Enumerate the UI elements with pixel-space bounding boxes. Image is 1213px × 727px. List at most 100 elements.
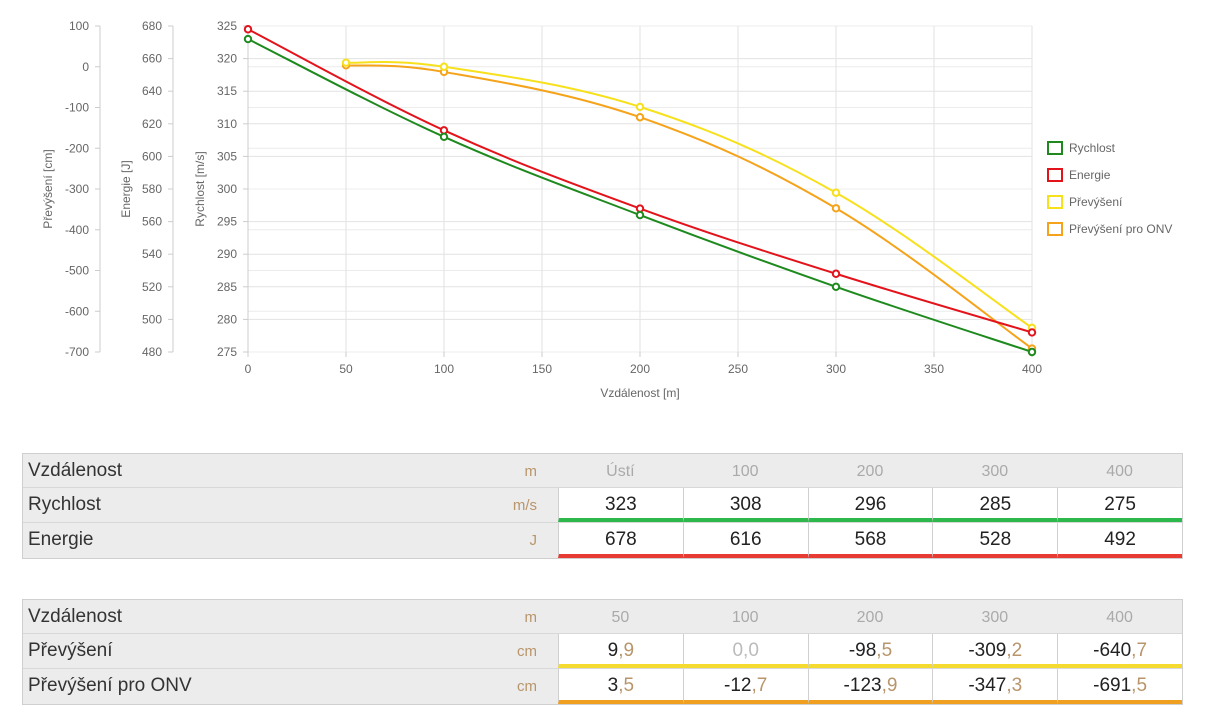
data-point-energie (831, 269, 841, 278)
header-cell: Ústí (606, 463, 635, 480)
header-cell: 200 (856, 463, 884, 480)
chart-legend: Rychlost Energie Převýšení Převýšení pro ON… (1047, 141, 1172, 236)
y-tick-label: 520 (142, 280, 162, 294)
table-cell: 296 (807, 488, 933, 522)
y-tick-label: -700 (65, 345, 89, 359)
data-point-rychlost (1027, 347, 1037, 357)
y-tick-label: 275 (217, 345, 237, 359)
table-cell: 568 (807, 523, 933, 558)
cell-frac: ,7 (1131, 640, 1148, 661)
table-cell: 678 (558, 523, 683, 558)
y-tick-label: -100 (65, 101, 89, 115)
y-axes: 100 0 -100 -200 -300 -400 -500 -600 -700 Převýšen… (41, 19, 249, 359)
y-tick-label: 290 (217, 247, 237, 261)
cell-int: -309 (968, 640, 1007, 661)
cell-int: -123 (843, 675, 882, 696)
row-unit: cm (517, 643, 537, 660)
y-tick-label: 305 (217, 149, 237, 163)
y-axis-label: Rychlost [m/s] (193, 151, 207, 226)
legend-label-p-ev-en-pro-onv: Převýšení pro ONV (1069, 222, 1172, 236)
y-tick-label: -500 (65, 264, 89, 278)
cell-int: 9 (607, 640, 619, 661)
data-point-p-ev-en- (439, 62, 449, 71)
y-tick-label: 285 (217, 280, 237, 294)
table-cell: 0,0 (682, 634, 808, 668)
row-label: Převýšení (28, 640, 113, 661)
header-label: Vzdálenost (28, 460, 123, 481)
x-tick-label: 400 (1022, 362, 1042, 376)
cell-frac: ,9 (881, 675, 898, 696)
cell-frac: ,0 (743, 640, 759, 661)
x-tick-label: 0 (245, 362, 252, 376)
cell-int: -12 (724, 675, 752, 696)
table-cell: 492 (1057, 523, 1182, 558)
table-row-prevyseni: Převýšení cm 9,9 0,0 -98,5 -309,2 -640,7 (23, 634, 1182, 669)
header-unit: m (524, 609, 538, 626)
legend-swatch-rychlost (1047, 141, 1063, 155)
row-unit: J (529, 532, 538, 549)
legend-swatch-p-ev-en- (1047, 195, 1063, 209)
cell-frac: ,5 (618, 675, 635, 696)
table-header-row: Vzdálenost m 50 100 200 300 400 (23, 600, 1182, 634)
header-cell: 100 (731, 463, 759, 480)
y-tick-label: 325 (217, 19, 237, 33)
y-tick-label: -300 (65, 182, 89, 196)
y-tick-label: 600 (142, 149, 162, 163)
header-cell: 400 (1106, 463, 1133, 480)
header-cell: 400 (1106, 609, 1133, 626)
table-cell: -123,9 (807, 669, 933, 704)
table-cell: 528 (932, 523, 1058, 558)
header-cell: 50 (611, 609, 630, 626)
y-tick-label: -600 (65, 304, 89, 318)
legend-label-p-ev-en-: Převýšení (1069, 195, 1123, 209)
table-row-rychlost: Rychlost m/s 323 308 296 285 275 (23, 488, 1182, 523)
x-tick-label: 200 (630, 362, 650, 376)
x-tick-label: 150 (532, 362, 552, 376)
header-cell: 200 (856, 609, 884, 626)
x-axis: 0 50 100 150 200 250 300 350 400 Vzdálenost [m] (245, 352, 1042, 400)
data-point-energie (243, 25, 253, 34)
cell-int: 3 (607, 675, 619, 696)
header-cell: 100 (731, 609, 759, 626)
header-unit: m (524, 463, 538, 480)
y-tick-label: -200 (65, 141, 89, 155)
data-point-energie (439, 126, 449, 135)
row-unit: m/s (512, 497, 537, 514)
y-tick-label: 680 (142, 19, 162, 33)
header-cell: 300 (981, 609, 1009, 626)
cell-frac: ,5 (1131, 675, 1148, 696)
row-label: Rychlost (28, 494, 101, 515)
legend-label-rychlost: Rychlost (1069, 141, 1116, 155)
table-cell: 275 (1057, 488, 1182, 522)
y-tick-label: 300 (217, 182, 237, 196)
cell-int: -347 (968, 675, 1007, 696)
y-tick-label: 320 (217, 52, 237, 66)
data-point-p-ev-en-pro-onv (831, 204, 841, 213)
x-tick-label: 50 (339, 362, 353, 376)
y-tick-label: 295 (217, 215, 237, 229)
y-axis-label: Energie [J] (119, 160, 133, 217)
x-tick-label: 100 (434, 362, 454, 376)
table-row-energie: Energie J 678 616 568 528 492 (23, 523, 1182, 558)
data-point-energie (1027, 328, 1037, 337)
y-tick-label: 280 (217, 312, 237, 326)
x-tick-label: 250 (728, 362, 748, 376)
cell-frac: ,5 (876, 640, 893, 661)
header-label: Vzdálenost (28, 606, 123, 627)
legend-swatch-p-ev-en-pro-onv (1047, 222, 1063, 236)
data-point-p-ev-en- (831, 188, 841, 197)
y-tick-label: 660 (142, 52, 162, 66)
y-axis-label: Převýšení [cm] (41, 149, 55, 228)
cell-frac: ,9 (618, 640, 635, 661)
series-line-p-ev-en- (345, 61, 1033, 329)
cell-int: -691 (1093, 675, 1132, 696)
series-line-p-ev-en-pro-onv (345, 64, 1033, 350)
y-tick-label: 0 (82, 60, 89, 74)
table-cell: -640,7 (1057, 634, 1182, 668)
data-point-rychlost (439, 132, 449, 142)
data-point-rychlost (243, 34, 253, 44)
chart-grid (247, 25, 1033, 353)
table-cell: 3,5 (558, 669, 683, 704)
y-tick-label: 100 (69, 19, 89, 33)
table-cell: -12,7 (682, 669, 808, 704)
